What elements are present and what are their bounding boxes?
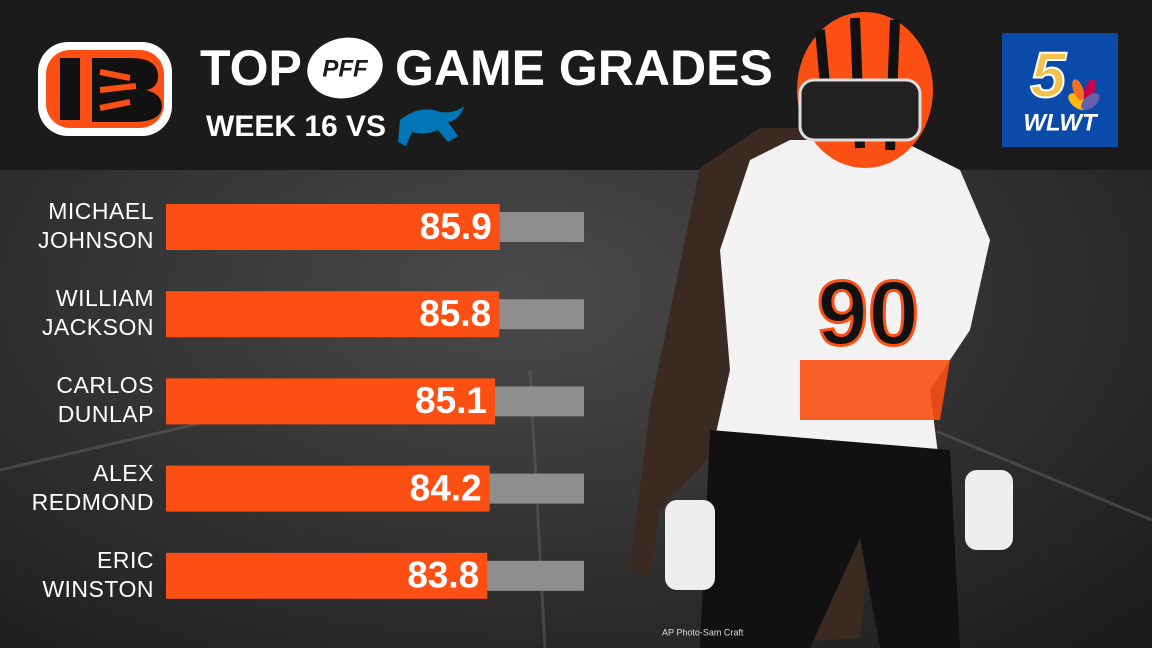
value-label: 85.8	[419, 293, 491, 334]
lions-logo	[398, 106, 464, 146]
bar	[166, 552, 488, 599]
header-band	[0, 0, 1152, 170]
bar	[166, 204, 500, 250]
player-name: ERIC WINSTON	[42, 546, 154, 602]
bar	[166, 465, 490, 512]
value-label: 85.1	[415, 380, 487, 421]
title-right: GAME GRADES	[395, 40, 773, 96]
value-label: 83.8	[407, 555, 479, 596]
player-name: CARLOS DUNLAP	[56, 372, 154, 428]
subtitle: WEEK 16 VS	[206, 110, 386, 143]
player-name: WILLIAM JACKSON	[41, 285, 154, 341]
jersey-number: 90	[817, 262, 919, 364]
photo-credit: AP Photo-Sam Craft	[662, 627, 744, 637]
player-photo: 90	[630, 12, 1013, 648]
player-name: MICHAEL JOHNSON	[38, 198, 154, 253]
value-label: 84.2	[410, 467, 482, 508]
call-sign: WLWT	[1023, 109, 1099, 136]
bar	[166, 378, 496, 425]
value-label: 85.9	[420, 206, 492, 247]
bar	[166, 291, 500, 338]
pff-text: PFF	[322, 55, 369, 82]
bengals-logo	[38, 42, 172, 136]
pff-logo: PFF	[307, 37, 383, 99]
player-name: ALEX REDMOND	[31, 459, 154, 515]
channel-number: 5	[1030, 39, 1067, 111]
title-left: TOP	[200, 40, 302, 96]
station-logo: 5 WLWT	[1002, 33, 1118, 147]
